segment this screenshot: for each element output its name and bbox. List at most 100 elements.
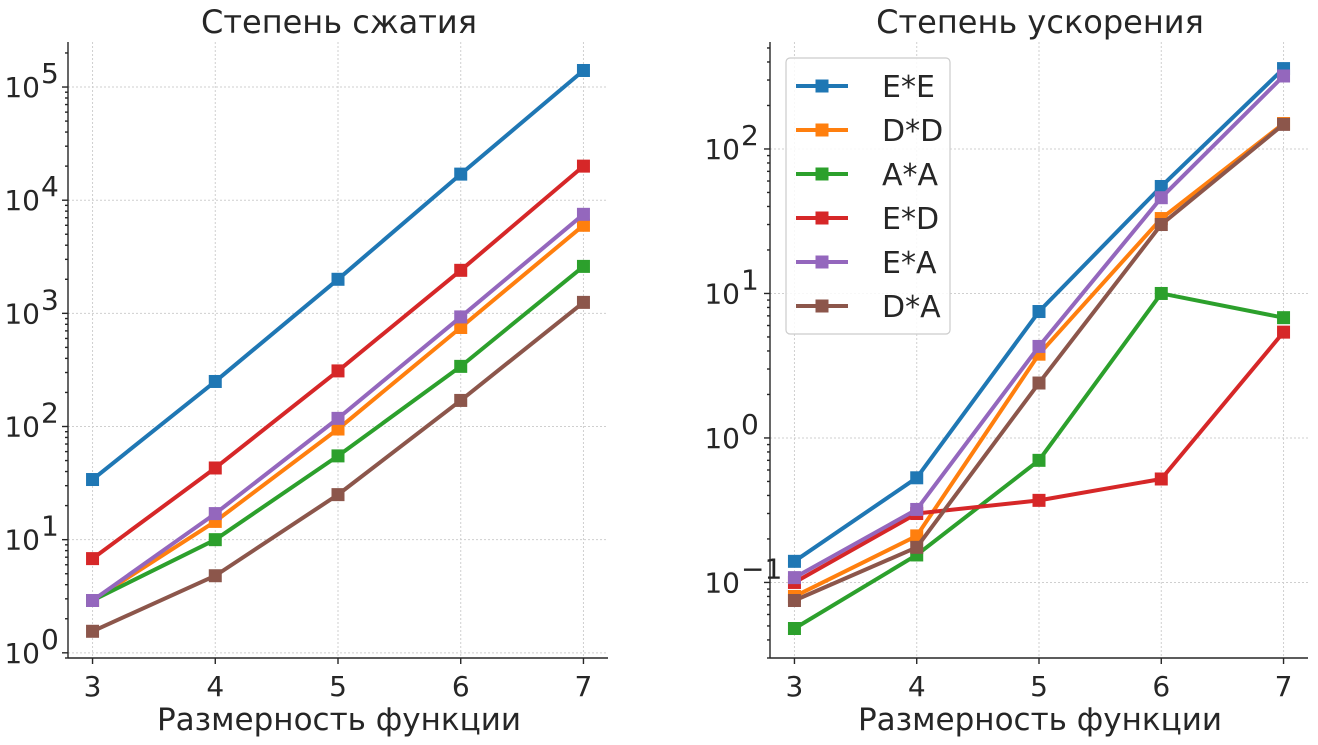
data-point (787, 554, 801, 568)
y-tick-label: 10 (4, 637, 40, 670)
legend-marker (815, 211, 829, 225)
data-point (454, 167, 468, 181)
chart-title: Степень ускорения (876, 3, 1204, 41)
legend-label: A*A (882, 158, 939, 193)
data-point (86, 624, 100, 638)
legend-label: E*A (882, 246, 937, 281)
x-tick-label: 7 (1275, 670, 1293, 703)
y-tick-exponent: 4 (41, 170, 59, 203)
data-point (331, 272, 345, 286)
legend-label: D*A (882, 290, 941, 325)
data-point (208, 374, 222, 388)
data-point (1277, 325, 1291, 339)
x-tick-label: 3 (84, 670, 102, 703)
y-tick-exponent: 1 (741, 263, 759, 296)
data-point (787, 571, 801, 585)
data-point (1277, 311, 1291, 325)
data-point (1154, 191, 1168, 205)
x-tick-label: 3 (786, 670, 804, 703)
chart-title: Степень сжатия (201, 3, 477, 41)
legend-marker (815, 79, 829, 93)
compression-chart: Степень сжатия Размерность функции 3 4 5 6 7… (4, 3, 608, 738)
y-tick-exponent: 2 (41, 397, 59, 430)
data-point (1032, 453, 1046, 467)
data-point (454, 359, 468, 373)
data-point (787, 594, 801, 608)
y-tick-exponent: 2 (741, 119, 759, 152)
data-point (454, 310, 468, 324)
x-tick-label: 6 (452, 670, 470, 703)
x-tick-label: 5 (1030, 670, 1048, 703)
data-point (576, 159, 590, 173)
data-point (1032, 339, 1046, 353)
data-point (86, 552, 100, 566)
y-tick-label: 10 (4, 71, 40, 104)
y-tick-label: 10 (704, 566, 740, 599)
x-tick-label: 4 (206, 670, 224, 703)
y-tick-label: 10 (4, 184, 40, 217)
legend-marker (815, 167, 829, 181)
series-E*D (86, 159, 590, 566)
data-point (910, 540, 924, 554)
y-tick-label: 10 (704, 277, 740, 310)
legend-marker (815, 255, 829, 269)
data-point (576, 207, 590, 221)
data-point (576, 259, 590, 273)
x-tick-label: 7 (575, 670, 593, 703)
data-point (910, 529, 924, 543)
data-point (1277, 117, 1291, 131)
data-point (910, 502, 924, 516)
data-point (1154, 286, 1168, 300)
data-point (1154, 218, 1168, 232)
x-tick-label: 4 (908, 670, 926, 703)
data-point (1032, 305, 1046, 319)
data-point (1277, 69, 1291, 83)
y-tick-exponent: 0 (741, 408, 759, 441)
y-tick-exponent: 0 (41, 623, 59, 656)
series-D*A (787, 117, 1291, 608)
x-axis-label: Размерность функции (858, 702, 1222, 738)
data-point (454, 393, 468, 407)
y-tick-label: 10 (4, 524, 40, 557)
data-point (331, 411, 345, 425)
legend-marker (815, 299, 829, 313)
y-tick-label: 10 (704, 133, 740, 166)
y-tick-exponent: 3 (41, 283, 59, 316)
series-E*A (787, 69, 1291, 585)
data-point (1032, 493, 1046, 507)
data-point (331, 422, 345, 436)
data-point (331, 488, 345, 502)
data-point (1032, 376, 1046, 390)
data-point (208, 533, 222, 547)
series-E*E (86, 63, 590, 487)
data-point (454, 263, 468, 277)
data-point (576, 295, 590, 309)
y-tick-exponent: 5 (41, 57, 59, 90)
data-point (208, 569, 222, 583)
data-point (910, 471, 924, 485)
data-point (576, 218, 590, 232)
y-tick-label: 10 (4, 411, 40, 444)
data-point (86, 593, 100, 607)
series-D*A (86, 295, 590, 638)
legend-label: D*D (882, 114, 943, 149)
legend-marker (815, 123, 829, 137)
y-tick-label: 10 (4, 297, 40, 330)
x-tick-label: 5 (329, 670, 347, 703)
data-point (454, 320, 468, 334)
series-E*E (787, 62, 1291, 568)
y-tick-label: 10 (704, 422, 740, 455)
y-tick-exponent: 1 (41, 510, 59, 543)
data-point (787, 622, 801, 636)
y-tick-exponent: −1 (741, 552, 782, 585)
data-point (576, 63, 590, 77)
series-E*A (86, 207, 590, 607)
speedup-chart: Степень ускорения Размерность функции 3 4… (704, 3, 1308, 738)
data-point (1154, 472, 1168, 486)
legend-label: E*D (882, 202, 939, 237)
data-point (1154, 179, 1168, 193)
data-point (86, 473, 100, 487)
legend: E*E D*D A*A E*D E*A D*A (785, 57, 951, 335)
data-point (208, 461, 222, 475)
